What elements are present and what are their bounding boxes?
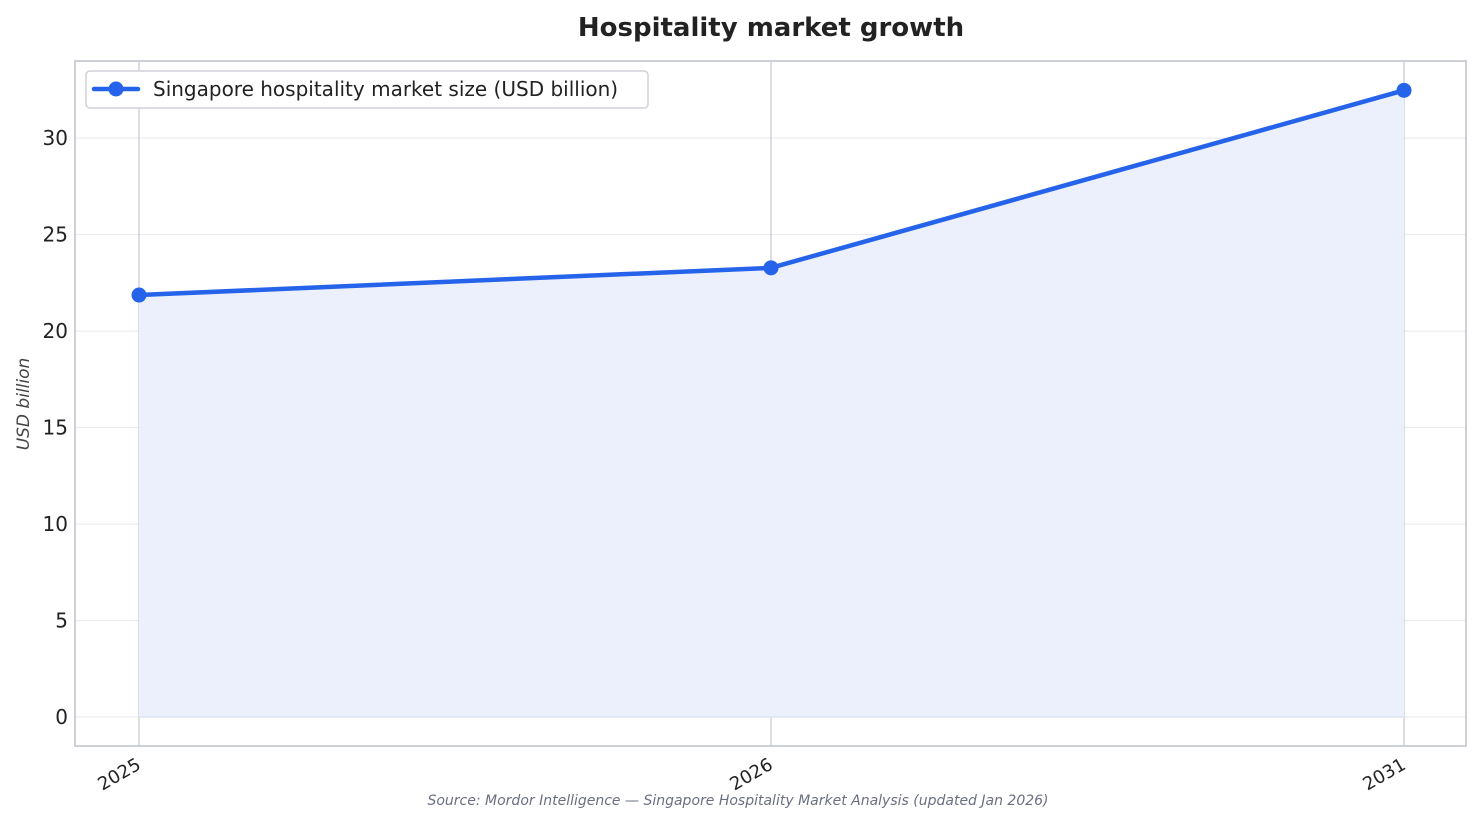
- series-area: [139, 90, 1404, 718]
- x-tick-label: 2026: [726, 754, 776, 795]
- data-point-2026: [763, 260, 779, 276]
- source-note: Source: Mordor Intelligence — Singapore …: [427, 793, 1048, 809]
- legend-marker: [108, 81, 124, 97]
- plot-frame: [74, 60, 1467, 747]
- legend-label: Singapore hospitality market size (USD b…: [153, 77, 618, 101]
- data-point-2031: [1396, 82, 1412, 98]
- y-tick-label: 0: [55, 705, 68, 729]
- y-tick-label: 15: [43, 416, 68, 440]
- legend-box: [85, 70, 649, 109]
- y-tick-label: 20: [43, 319, 68, 343]
- y-tick-label: 30: [43, 126, 68, 150]
- y-tick-label: 10: [43, 512, 68, 536]
- y-axis-label: USD billion: [14, 358, 34, 451]
- chart-title: Hospitality market growth: [578, 13, 964, 43]
- data-point-2025: [131, 287, 147, 303]
- y-tick-label: 5: [55, 609, 68, 633]
- x-tick-label: 2025: [94, 754, 144, 795]
- y-tick-label: 25: [43, 223, 68, 247]
- x-tick-label: 2031: [1359, 754, 1409, 795]
- legend: Singapore hospitality market size (USD b…: [85, 70, 649, 109]
